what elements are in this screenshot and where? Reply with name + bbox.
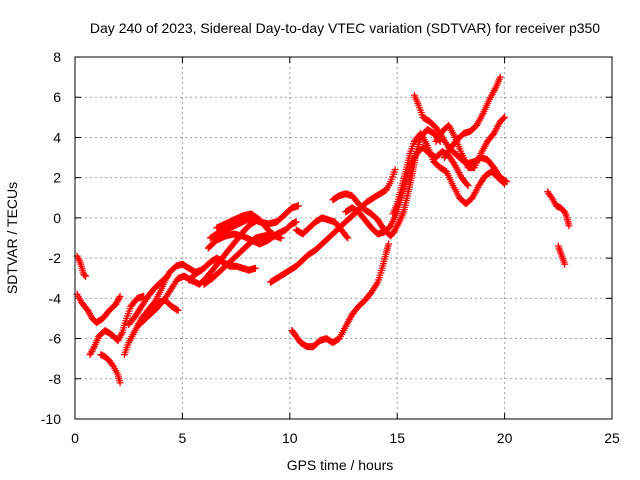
data-point-marker bbox=[450, 132, 458, 140]
data-point-marker bbox=[491, 85, 499, 93]
data-point-marker bbox=[115, 294, 123, 302]
y-tick-label: -2 bbox=[49, 250, 62, 266]
chart-title: Day 240 of 2023, Sidereal Day-to-day VTE… bbox=[90, 20, 600, 36]
data-point-marker bbox=[114, 296, 122, 303]
x-tick-label: 10 bbox=[282, 430, 298, 446]
data-point-marker bbox=[385, 240, 393, 248]
data-point-marker bbox=[114, 297, 121, 305]
x-tick-label: 5 bbox=[179, 430, 187, 446]
data-point-marker bbox=[344, 234, 352, 242]
data-point-marker bbox=[116, 292, 124, 300]
data-point-marker bbox=[82, 272, 90, 280]
x-tick-label: 25 bbox=[604, 430, 620, 446]
data-point-marker bbox=[561, 260, 569, 268]
data-point-marker bbox=[116, 333, 124, 341]
y-tick-label: -6 bbox=[49, 331, 62, 347]
y-tick-label: 0 bbox=[53, 210, 61, 226]
y-tick-label: -10 bbox=[41, 411, 61, 427]
data-point-marker bbox=[343, 233, 351, 241]
data-point-marker bbox=[294, 202, 302, 210]
data-point-marker bbox=[496, 73, 504, 81]
data-point-marker bbox=[88, 347, 96, 355]
data-point-marker bbox=[163, 272, 171, 280]
data-point-marker bbox=[292, 218, 300, 226]
axis-ticks: 0 5 10 15 20 25 -10 -8 -6 -4 -2 0 2 4 6 8 bbox=[41, 49, 620, 446]
x-axis-label: GPS time / hours bbox=[287, 457, 394, 473]
data-point-marker bbox=[86, 310, 94, 318]
data-point-marker bbox=[113, 299, 121, 307]
data-series bbox=[73, 73, 573, 387]
data-point-marker bbox=[464, 182, 472, 190]
data-point-marker bbox=[373, 280, 381, 288]
y-tick-label: 8 bbox=[53, 49, 61, 65]
data-point-marker bbox=[90, 344, 97, 352]
y-axis-label: SDTVAR / TECUs bbox=[4, 182, 20, 294]
data-point-marker bbox=[277, 234, 285, 242]
x-tick-label: 15 bbox=[389, 430, 405, 446]
data-point-marker bbox=[87, 311, 94, 319]
y-tick-label: 4 bbox=[53, 129, 61, 145]
data-point-marker bbox=[391, 166, 399, 174]
data-point-marker bbox=[81, 271, 89, 279]
data-point-marker bbox=[84, 306, 92, 314]
data-point-marker bbox=[463, 181, 471, 189]
data-point-marker bbox=[116, 379, 124, 387]
data-point-marker bbox=[87, 349, 95, 357]
data-point-marker bbox=[251, 264, 259, 272]
data-point-marker bbox=[162, 273, 170, 281]
data-point-marker bbox=[501, 113, 509, 121]
data-point-marker bbox=[565, 222, 573, 230]
data-point-marker bbox=[117, 330, 125, 338]
y-tick-label: 6 bbox=[53, 89, 61, 105]
plot-frame bbox=[74, 56, 613, 420]
data-point-marker bbox=[173, 306, 181, 314]
data-point-marker bbox=[503, 178, 511, 186]
data-point-marker bbox=[478, 111, 486, 119]
y-tick-label: -4 bbox=[49, 290, 62, 306]
data-point-marker bbox=[89, 346, 97, 354]
x-tick-label: 0 bbox=[71, 430, 79, 446]
y-tick-label: -8 bbox=[49, 371, 62, 387]
x-tick-label: 20 bbox=[497, 430, 513, 446]
data-point-marker bbox=[115, 335, 123, 343]
y-tick-label: 2 bbox=[53, 170, 61, 186]
data-point-marker bbox=[174, 306, 182, 314]
data-point-marker bbox=[112, 300, 120, 308]
data-point-marker bbox=[114, 337, 122, 345]
data-point-marker bbox=[500, 114, 507, 122]
